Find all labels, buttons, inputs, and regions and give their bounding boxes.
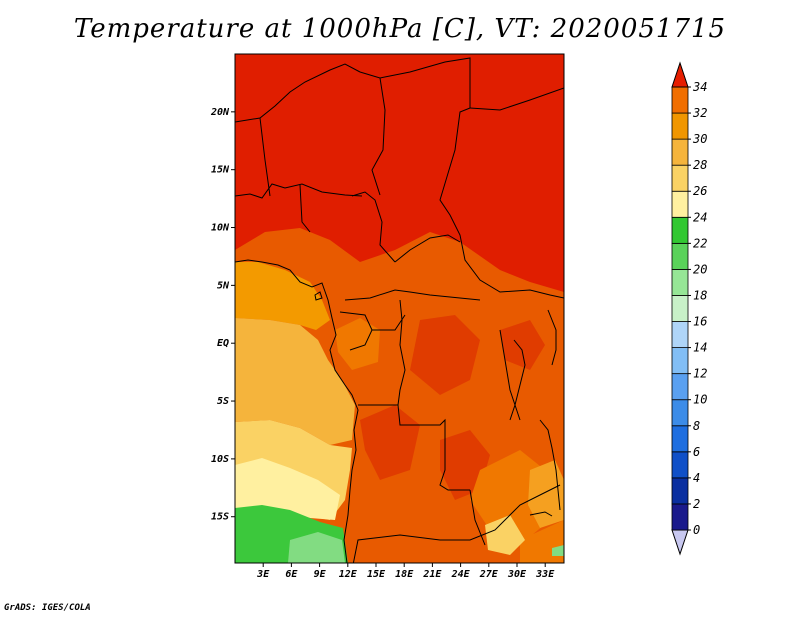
- lat-label: 5N: [217, 280, 230, 291]
- colorbar-segment: [671, 190, 689, 218]
- coastline: [235, 259, 561, 563]
- colorbar-label: 34: [692, 80, 707, 94]
- credit-text: GrADS: IGES/COLA: [4, 603, 91, 613]
- country-boundaries: [235, 57, 564, 563]
- temperature-field: [235, 54, 564, 563]
- lat-label: 15N: [211, 165, 230, 176]
- colorbar-label: 16: [693, 315, 707, 329]
- colorbar-under-arrow: [671, 529, 689, 556]
- colorbar-segment: [671, 477, 689, 505]
- colorbar-label: 0: [693, 523, 700, 537]
- lon-label: 6E: [285, 569, 298, 580]
- lat-label: 10S: [211, 454, 229, 465]
- lon-label: 15E: [367, 569, 386, 580]
- colorbar-label: 26: [693, 184, 707, 198]
- lon-label: 27E: [479, 569, 499, 580]
- map-frame: [234, 53, 565, 564]
- colorbar-label: 22: [693, 236, 707, 250]
- colorbar-label: 2: [693, 497, 700, 511]
- colorbar-label: 32: [692, 106, 707, 120]
- lon-label: 18E: [395, 569, 414, 580]
- lat-label: EQ: [217, 338, 229, 349]
- lon-label: 24E: [451, 569, 471, 580]
- lon-label: 30E: [507, 569, 527, 580]
- colorbar-segment: [671, 242, 689, 270]
- colorbar-label: 30: [692, 132, 707, 146]
- colorbar-segment: [671, 451, 689, 479]
- colorbar-segment: [671, 399, 689, 427]
- lat-label: 20N: [210, 107, 230, 118]
- colorbar-segment: [671, 425, 689, 453]
- colorbar-segment: [671, 503, 689, 531]
- colorbar-label: 24: [693, 210, 707, 224]
- lat-label: 15S: [211, 512, 229, 523]
- colorbar-label: 12: [693, 367, 707, 381]
- colorbar-segment: [671, 269, 689, 296]
- colorbar-over-arrow: [671, 61, 689, 88]
- colorbar-label: 4: [693, 471, 700, 485]
- lon-label: 9E: [314, 569, 327, 580]
- colorbar-label: 10: [693, 393, 707, 407]
- colorbar-segment: [671, 216, 689, 244]
- lat-label: 10N: [211, 223, 230, 234]
- colorbar-segment: [671, 321, 689, 348]
- lat-label: 5S: [217, 396, 229, 407]
- lon-label: 3E: [256, 569, 270, 580]
- map-title: Temperature at 1000hPa [C], VT: 20200517…: [73, 14, 727, 44]
- colorbar-segment: [671, 295, 689, 322]
- longitude-axis: 3E 6E 9E 12E 15E 18E 21E 24E 27E 30E 33E: [256, 563, 555, 580]
- colorbar-label: 28: [693, 158, 707, 172]
- colorbar-segment: [671, 347, 689, 375]
- lon-label: 33E: [535, 569, 555, 580]
- lon-label: 21E: [422, 569, 442, 580]
- colorbar-label: 20: [693, 262, 707, 276]
- colorbar-segment: [671, 112, 689, 140]
- colorbar-label: 18: [693, 288, 707, 302]
- colorbar-segment: [671, 164, 689, 192]
- colorbar-label: 8: [693, 419, 700, 433]
- latitude-axis: 20N 15N 10N 5N EQ 5S 10S 15S: [210, 107, 235, 523]
- colorbar-segment: [671, 138, 689, 166]
- colorbar-label: 14: [693, 341, 707, 355]
- colorbar-segment: [671, 86, 689, 114]
- colorbar-segment: [671, 373, 689, 401]
- lon-label: 12E: [339, 569, 358, 580]
- colorbar-label: 6: [693, 445, 700, 459]
